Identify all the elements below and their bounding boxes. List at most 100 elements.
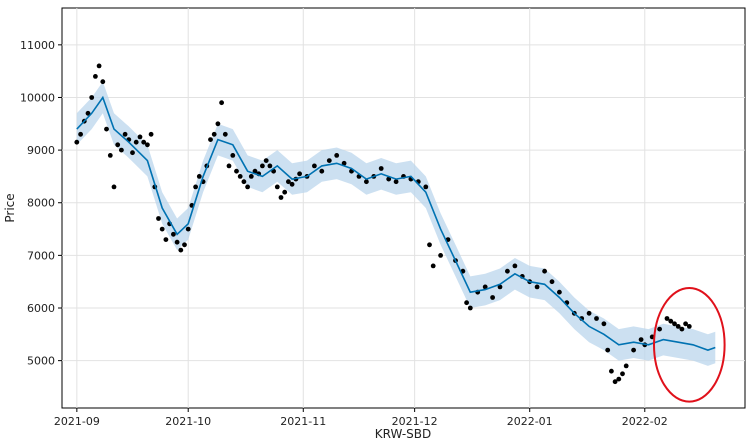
observed-points [74, 63, 692, 385]
observed-point-77 [423, 184, 429, 190]
observed-point-88 [490, 295, 495, 300]
observed-point-17 [137, 134, 143, 140]
x-tick-label: 2021-10 [165, 415, 211, 428]
observed-point-16 [133, 139, 139, 145]
observed-point-64 [326, 158, 332, 164]
observed-point-69 [364, 179, 369, 185]
observed-point-45 [241, 179, 247, 185]
x-tick-label: 2022-01 [507, 415, 553, 428]
observed-point-58 [289, 181, 295, 187]
observed-point-10 [111, 184, 117, 190]
observed-point-79 [430, 263, 436, 269]
observed-point-107 [616, 376, 622, 382]
observed-point-50 [260, 163, 265, 169]
observed-point-109 [623, 363, 629, 369]
observed-point-90 [505, 268, 510, 274]
y-axis-label: Price [3, 193, 17, 222]
x-tick-label: 2021-11 [280, 415, 326, 428]
observed-point-46 [245, 184, 251, 190]
observed-point-1 [78, 131, 83, 137]
observed-point-27 [174, 239, 180, 245]
observed-point-47 [248, 174, 254, 179]
observed-point-43 [234, 168, 239, 174]
forecast-line [76, 95, 716, 351]
observed-point-36 [208, 137, 213, 143]
y-tick-label: 10000 [20, 91, 55, 104]
y-tick-label: 5000 [27, 355, 55, 368]
x-tick-label: 2021-09 [54, 415, 100, 428]
observed-point-66 [341, 160, 347, 166]
observed-point-4 [89, 95, 95, 100]
observed-point-118 [675, 324, 681, 329]
observed-point-101 [586, 310, 592, 316]
observed-point-111 [638, 337, 644, 342]
observed-point-72 [386, 176, 392, 182]
y-tick-label: 11000 [20, 39, 55, 52]
observed-point-37 [211, 131, 217, 137]
observed-point-30 [185, 226, 191, 232]
observed-point-39 [219, 100, 225, 106]
observed-point-71 [378, 166, 384, 171]
observed-point-40 [222, 131, 228, 137]
observed-point-119 [679, 326, 685, 332]
observed-point-11 [115, 142, 121, 148]
observed-point-6 [96, 63, 102, 69]
observed-point-65 [334, 153, 340, 158]
observed-point-29 [182, 242, 187, 248]
observed-point-8 [104, 126, 109, 132]
y-axis-ticks: 5000 6000 7000 8000 9000 10000 11000 [20, 39, 62, 368]
observed-point-120 [683, 321, 688, 327]
observed-point-105 [609, 368, 614, 374]
observed-point-19 [145, 142, 150, 148]
observed-point-13 [122, 131, 128, 137]
highlight-circle [653, 287, 726, 403]
observed-point-117 [672, 321, 677, 327]
observed-point-89 [497, 284, 503, 290]
observed-point-55 [278, 195, 284, 200]
observed-point-103 [601, 321, 607, 327]
observed-point-54 [274, 184, 280, 190]
observed-point-33 [196, 174, 202, 179]
observed-point-96 [549, 279, 555, 285]
observed-point-0 [74, 139, 80, 145]
observed-point-7 [100, 79, 106, 85]
observed-point-106 [612, 379, 618, 385]
observed-point-51 [263, 158, 269, 164]
observed-point-95 [542, 268, 547, 274]
observed-point-115 [664, 316, 670, 321]
observed-point-41 [226, 163, 232, 169]
observed-point-85 [467, 305, 473, 311]
y-tick-label: 6000 [27, 302, 55, 315]
x-tick-label: 2021-12 [392, 415, 438, 428]
observed-point-26 [171, 231, 176, 237]
observed-point-80 [438, 253, 443, 258]
observed-point-84 [464, 300, 469, 306]
observed-point-22 [156, 216, 161, 221]
observed-point-32 [193, 184, 199, 190]
observed-point-94 [534, 284, 540, 290]
observed-point-15 [130, 150, 135, 156]
observed-point-20 [148, 131, 154, 137]
y-tick-label: 9000 [27, 144, 55, 157]
observed-point-23 [159, 226, 165, 232]
observed-point-78 [427, 242, 432, 248]
observed-point-91 [512, 263, 518, 269]
observed-point-56 [282, 189, 288, 195]
observed-point-87 [482, 284, 488, 290]
observed-point-110 [631, 347, 636, 353]
observed-point-3 [85, 110, 91, 116]
observed-point-121 [686, 324, 692, 329]
observed-point-5 [93, 74, 98, 79]
observed-point-97 [557, 289, 562, 295]
observed-point-38 [215, 121, 221, 127]
observed-point-62 [312, 163, 317, 169]
observed-point-63 [319, 168, 325, 174]
observed-point-108 [620, 371, 625, 377]
observed-point-18 [141, 139, 147, 145]
observed-point-116 [668, 318, 674, 324]
x-tick-label: 2022-02 [622, 415, 668, 428]
observed-point-42 [230, 153, 236, 158]
observed-point-102 [594, 316, 599, 321]
observed-point-114 [657, 326, 662, 332]
